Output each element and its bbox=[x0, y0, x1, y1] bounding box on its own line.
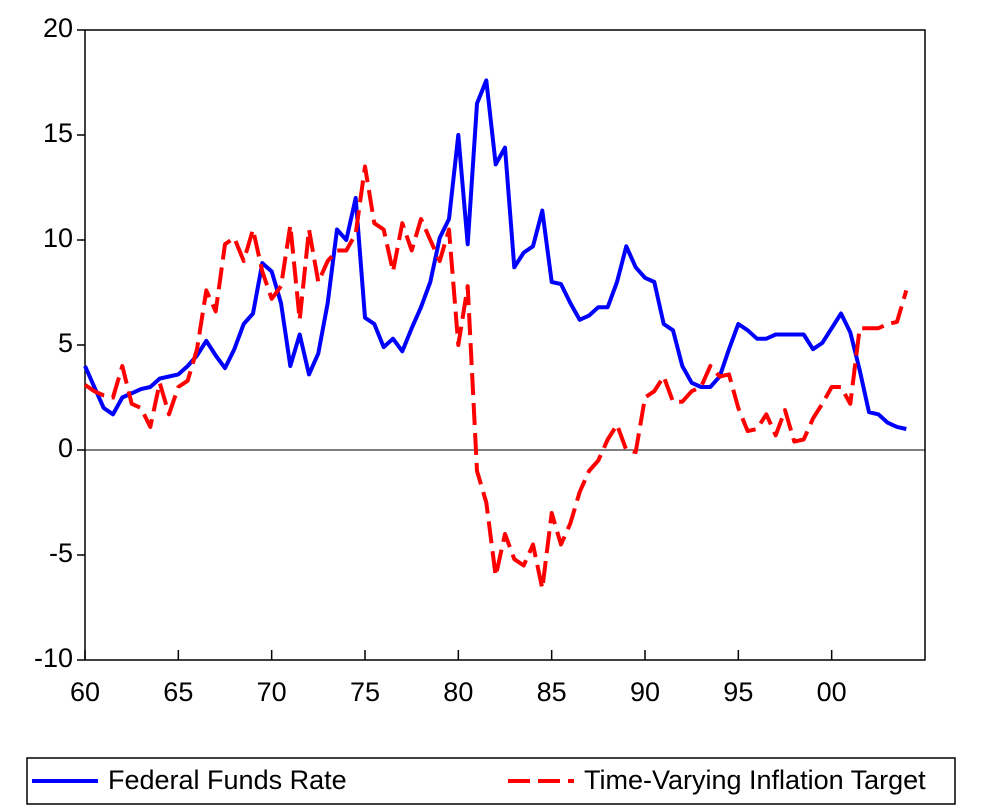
y-tick-label: 0 bbox=[58, 433, 73, 463]
x-tick-label: 95 bbox=[723, 677, 753, 707]
legend-label: Federal Funds Rate bbox=[108, 765, 347, 795]
x-tick-label: 75 bbox=[350, 677, 380, 707]
y-tick-label: 15 bbox=[43, 118, 73, 148]
y-tick-label: 5 bbox=[58, 328, 73, 358]
x-tick-label: 90 bbox=[630, 677, 660, 707]
x-tick-label: 70 bbox=[257, 677, 287, 707]
y-tick-label: -10 bbox=[34, 643, 73, 673]
y-tick-label: -5 bbox=[49, 538, 73, 568]
x-tick-label: 60 bbox=[70, 677, 100, 707]
legend-label: Time-Varying Inflation Target bbox=[584, 765, 926, 795]
y-tick-label: 10 bbox=[43, 223, 73, 253]
x-tick-label: 85 bbox=[537, 677, 567, 707]
legend-box bbox=[26, 757, 956, 805]
x-tick-label: 00 bbox=[817, 677, 847, 707]
series-line bbox=[83, 78, 907, 431]
y-tick-label: 20 bbox=[43, 13, 73, 43]
x-tick-label: 65 bbox=[163, 677, 193, 707]
x-tick-label: 80 bbox=[443, 677, 473, 707]
series-line bbox=[83, 164, 909, 591]
